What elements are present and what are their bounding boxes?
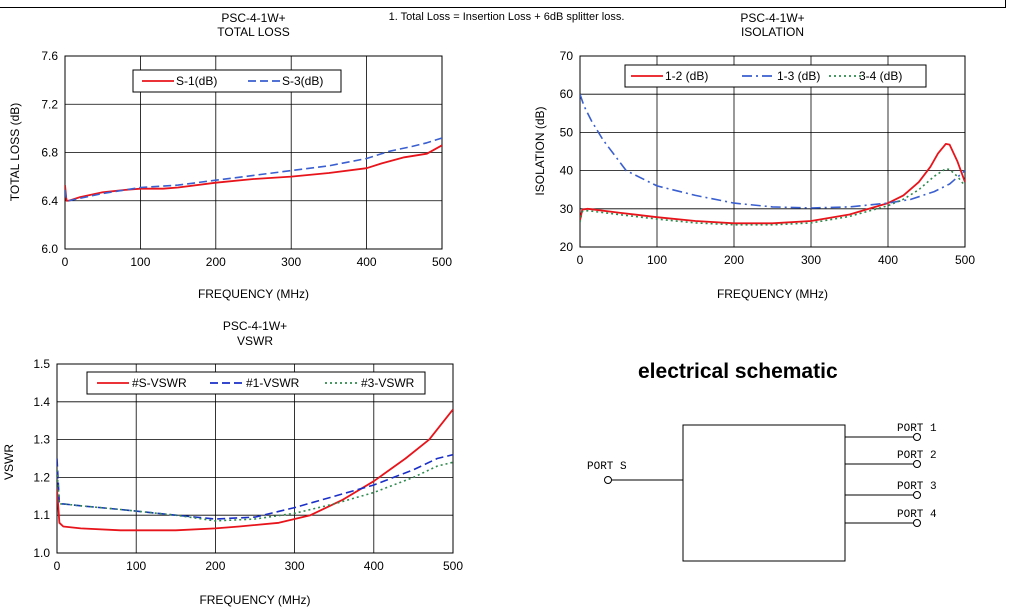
y-tick-label: 30 xyxy=(560,202,574,216)
series-line-1 xyxy=(57,408,453,532)
header-frame xyxy=(0,0,1006,8)
x-tick-label: 200 xyxy=(724,253,744,267)
x-tick-label: 100 xyxy=(647,253,667,267)
port-label: PORT 1 xyxy=(897,423,937,435)
chart-subtitle: ISOLATION xyxy=(741,25,804,39)
chart-2: PSC-4-1W+ISOLATION 0 100 200 300 400 500 20 30 40… xyxy=(533,11,975,301)
series-line-1 xyxy=(580,142,965,225)
legend-box xyxy=(624,64,927,88)
x-tick-label: 0 xyxy=(54,559,61,573)
x-tick-label: 500 xyxy=(443,559,463,573)
x-tick-label: 0 xyxy=(577,253,584,267)
chart-title: PSC-4-1W+ xyxy=(223,319,287,333)
series-group xyxy=(57,408,453,532)
chart-subtitle: TOTAL LOSS xyxy=(217,25,289,39)
series-group xyxy=(65,137,442,202)
y-tick-label: 6.4 xyxy=(41,194,58,208)
y-tick-label: 1.0 xyxy=(33,546,50,560)
series-line-2 xyxy=(580,93,965,209)
y-axis-label: ISOLATION (dB) xyxy=(533,106,547,195)
chart-title: PSC-4-1W+ xyxy=(740,11,804,25)
legend-label: 1-2 (dB) xyxy=(665,69,708,83)
port-label: PORT 4 xyxy=(897,509,937,521)
port-label: PORT 2 xyxy=(897,450,937,462)
x-tick-label: 400 xyxy=(878,253,898,267)
legend-label: S-1(dB) xyxy=(176,74,217,88)
port-label: PORT 3 xyxy=(897,481,937,493)
legend-box xyxy=(132,69,342,93)
output-terminal xyxy=(913,519,921,527)
chart-legend: 1-2 (dB) 1-3 (dB) 3-4 (dB) xyxy=(624,64,927,88)
x-tick-label: 500 xyxy=(432,255,452,269)
y-tick-label: 6.8 xyxy=(41,146,58,160)
y-tick-label: 7.2 xyxy=(41,97,58,111)
legend-label: #1-VSWR xyxy=(246,376,300,390)
legend-label: 1-3 (dB) xyxy=(777,69,820,83)
schematic-title: electrical schematic xyxy=(638,360,838,383)
x-axis-label: FREQUENCY (MHz) xyxy=(199,593,310,607)
y-tick-label: 20 xyxy=(560,240,574,254)
plot-frame xyxy=(64,55,443,250)
x-tick-label: 400 xyxy=(364,559,384,573)
chart-legend: S-1(dB) S-3(dB) xyxy=(132,69,342,93)
output-terminal xyxy=(913,460,921,468)
x-axis-label: FREQUENCY (MHz) xyxy=(198,287,309,301)
chart-1: PSC-4-1W+TOTAL LOSS 0 100 200 300 400 500 6.0 6.… xyxy=(8,11,452,301)
splitter-box xyxy=(682,424,846,562)
y-tick-label: 1.3 xyxy=(33,433,50,447)
output-terminal xyxy=(913,433,921,441)
x-tick-label: 200 xyxy=(205,559,225,573)
y-tick-label: 60 xyxy=(560,87,574,101)
x-tick-label: 100 xyxy=(130,255,150,269)
chart-legend: #S-VSWR #1-VSWR #3-VSWR xyxy=(86,371,426,395)
y-tick-label: 1.2 xyxy=(33,470,50,484)
y-tick-label: 1.4 xyxy=(33,395,50,409)
x-tick-label: 300 xyxy=(285,559,305,573)
input-terminal xyxy=(604,476,612,484)
plot-frame xyxy=(579,55,966,248)
y-tick-label: 50 xyxy=(560,125,574,139)
series-line-3 xyxy=(57,461,453,522)
x-axis-label: FREQUENCY (MHz) xyxy=(717,287,828,301)
chart-subtitle: VSWR xyxy=(237,334,273,348)
x-tick-label: 0 xyxy=(62,255,69,269)
x-tick-label: 500 xyxy=(955,253,975,267)
legend-label: 3-4 (dB) xyxy=(859,69,902,83)
x-tick-label: 300 xyxy=(801,253,821,267)
x-tick-label: 200 xyxy=(206,255,226,269)
y-tick-label: 6.0 xyxy=(41,242,58,256)
legend-label: S-3(dB) xyxy=(282,74,323,88)
y-tick-label: 1.1 xyxy=(33,508,50,522)
series-line-1 xyxy=(65,144,442,202)
x-tick-label: 300 xyxy=(281,255,301,269)
x-tick-label: 100 xyxy=(126,559,146,573)
series-line-2 xyxy=(65,137,442,202)
legend-box xyxy=(86,371,426,395)
x-tick-label: 400 xyxy=(357,255,377,269)
y-axis-label: VSWR xyxy=(2,444,16,480)
electrical-schematic: PORT S PORT 1 PORT 2 PORT 3 PORT 4 xyxy=(587,423,937,562)
footnote: 1. Total Loss = Insertion Loss + 6dB spl… xyxy=(388,11,625,23)
output-terminal xyxy=(913,491,921,499)
y-tick-label: 1.5 xyxy=(33,357,50,371)
series-group xyxy=(580,93,965,226)
legend-label: #3-VSWR xyxy=(361,376,415,390)
port-s-label: PORT S xyxy=(587,461,627,473)
y-tick-label: 7.6 xyxy=(41,49,58,63)
y-tick-label: 40 xyxy=(560,164,574,178)
y-tick-label: 70 xyxy=(560,49,574,63)
chart-title: PSC-4-1W+ xyxy=(221,11,285,25)
legend-label: #S-VSWR xyxy=(132,376,187,390)
y-axis-label: TOTAL LOSS (dB) xyxy=(8,103,22,201)
series-line-3 xyxy=(580,167,965,226)
